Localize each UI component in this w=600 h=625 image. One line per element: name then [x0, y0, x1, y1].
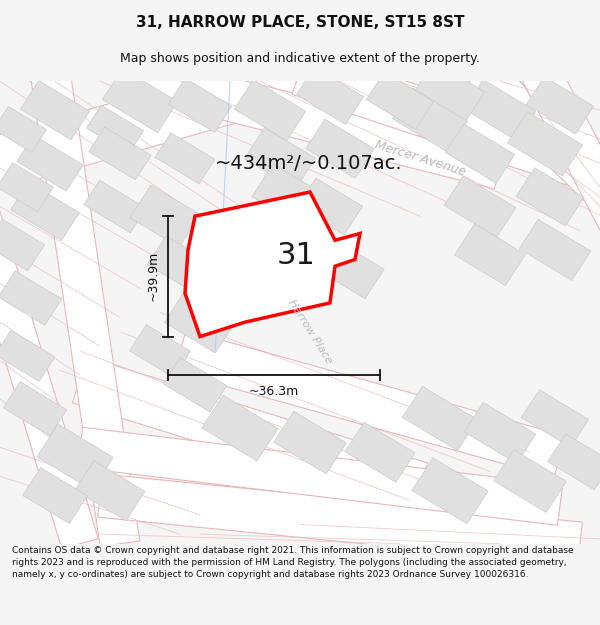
Polygon shape — [234, 79, 306, 141]
Text: ~39.9m: ~39.9m — [147, 251, 160, 301]
Polygon shape — [30, 69, 140, 546]
Polygon shape — [526, 77, 593, 134]
Polygon shape — [252, 164, 328, 230]
Polygon shape — [174, 330, 566, 478]
Polygon shape — [403, 386, 478, 451]
Polygon shape — [98, 474, 583, 566]
Polygon shape — [465, 58, 600, 201]
Polygon shape — [168, 78, 232, 132]
Text: Contains OS data © Crown copyright and database right 2021. This information is : Contains OS data © Crown copyright and d… — [12, 546, 574, 579]
Polygon shape — [548, 434, 600, 490]
Text: Harrow Place: Harrow Place — [286, 298, 334, 366]
Polygon shape — [274, 411, 346, 474]
Text: 31, HARROW PLACE, STONE, ST15 8ST: 31, HARROW PLACE, STONE, ST15 8ST — [136, 15, 464, 30]
Polygon shape — [508, 112, 583, 176]
Polygon shape — [86, 105, 143, 154]
Polygon shape — [298, 178, 362, 235]
Polygon shape — [20, 81, 90, 140]
Polygon shape — [185, 192, 360, 337]
Polygon shape — [0, 46, 328, 193]
Polygon shape — [292, 49, 600, 219]
Polygon shape — [522, 63, 600, 234]
Polygon shape — [3, 382, 67, 436]
Polygon shape — [519, 219, 591, 281]
Polygon shape — [148, 236, 212, 292]
Polygon shape — [75, 461, 145, 521]
Text: ~36.3m: ~36.3m — [249, 385, 299, 398]
Polygon shape — [345, 422, 415, 482]
Polygon shape — [163, 357, 227, 412]
Polygon shape — [0, 173, 98, 549]
Polygon shape — [77, 428, 563, 525]
Polygon shape — [130, 185, 200, 248]
Polygon shape — [464, 402, 536, 464]
Polygon shape — [0, 219, 44, 271]
Polygon shape — [17, 135, 83, 191]
Polygon shape — [89, 127, 151, 180]
Polygon shape — [464, 79, 536, 141]
Polygon shape — [202, 395, 278, 461]
Polygon shape — [0, 162, 53, 212]
Polygon shape — [23, 468, 88, 524]
Polygon shape — [130, 325, 191, 378]
Polygon shape — [0, 271, 62, 325]
Polygon shape — [73, 357, 428, 509]
Polygon shape — [521, 390, 589, 448]
Polygon shape — [516, 168, 584, 226]
Polygon shape — [415, 61, 485, 121]
Polygon shape — [84, 180, 146, 232]
Polygon shape — [316, 239, 384, 299]
Polygon shape — [263, 223, 337, 286]
Polygon shape — [296, 67, 364, 124]
Polygon shape — [164, 291, 236, 353]
Polygon shape — [454, 224, 526, 286]
Polygon shape — [306, 119, 374, 178]
Polygon shape — [0, 106, 46, 152]
Text: ~434m²/~0.107ac.: ~434m²/~0.107ac. — [215, 154, 403, 173]
Polygon shape — [155, 132, 215, 184]
Polygon shape — [445, 124, 515, 183]
Polygon shape — [37, 424, 113, 490]
Text: Map shows position and indicative extent of the property.: Map shows position and indicative extent… — [120, 52, 480, 65]
Polygon shape — [444, 176, 516, 237]
Polygon shape — [392, 88, 467, 152]
Text: 31: 31 — [277, 241, 316, 269]
Polygon shape — [0, 331, 55, 381]
Polygon shape — [494, 450, 566, 512]
Polygon shape — [11, 182, 79, 241]
Polygon shape — [412, 458, 488, 524]
Polygon shape — [103, 68, 178, 132]
Polygon shape — [244, 127, 316, 189]
Polygon shape — [114, 51, 506, 189]
Text: Mercer Avenue: Mercer Avenue — [373, 138, 467, 178]
Polygon shape — [367, 72, 434, 129]
